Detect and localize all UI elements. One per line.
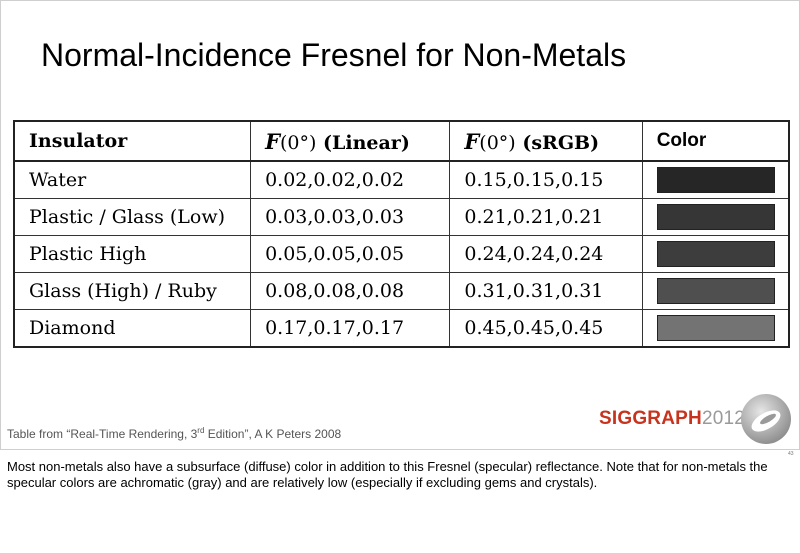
srgb-value-cell: 0.21,0.21,0.21: [449, 198, 643, 236]
color-cell: [641, 198, 790, 236]
header-color: Color: [641, 120, 790, 162]
table-row: Glass (High) / Ruby 0.08,0.08,0.08 0.31,0.…: [13, 272, 790, 310]
caption-text: Table from “Real-Time Rendering, 3: [7, 427, 198, 441]
color-cell: [641, 160, 790, 199]
color-cell: [641, 309, 790, 348]
logo-name: SIGGRAPH: [599, 408, 702, 429]
srgb-label: (sRGB): [522, 131, 600, 154]
page-number: 43: [788, 451, 794, 457]
linear-value-cell: 0.08,0.08,0.08: [250, 272, 451, 310]
color-swatch: [656, 315, 775, 341]
siggraph-logo-icon: [741, 394, 791, 444]
table-row: Diamond 0.17,0.17,0.17 0.45,0.45,0.45: [13, 309, 790, 348]
slide-title: Normal-Incidence Fresnel for Non-Metals: [41, 37, 627, 73]
slide: Normal-Incidence Fresnel for Non-Metals …: [0, 0, 800, 450]
insulator-cell: Glass (High) / Ruby: [13, 272, 252, 310]
srgb-value-cell: 0.15,0.15,0.15: [449, 160, 643, 199]
header-linear: F(0°) (Linear): [250, 120, 451, 162]
color-swatch: [656, 241, 775, 267]
srgb-value-cell: 0.31,0.31,0.31: [449, 272, 643, 310]
color-cell: [641, 272, 790, 310]
source-caption: Table from “Real-Time Rendering, 3rd Edi…: [7, 426, 341, 441]
insulator-cell: Diamond: [13, 309, 252, 348]
siggraph-logo: SIGGRAPH2012: [599, 392, 794, 448]
fresnel-table: Insulator F(0°) (Linear) F(0°) (sRGB) Co…: [13, 120, 790, 348]
linear-value-cell: 0.05,0.05,0.05: [250, 235, 451, 273]
linear-value-cell: 0.03,0.03,0.03: [250, 198, 451, 236]
linear-value-cell: 0.17,0.17,0.17: [250, 309, 451, 348]
angle-arg: (0°): [479, 131, 516, 154]
linear-value-cell: 0.02,0.02,0.02: [250, 160, 451, 199]
linear-label: (Linear): [323, 131, 410, 154]
caption-text-end: Edition”, A K Peters 2008: [204, 427, 342, 441]
angle-arg: (0°): [279, 131, 317, 154]
header-srgb: F(0°) (sRGB): [449, 120, 643, 162]
srgb-value-cell: 0.24,0.24,0.24: [449, 235, 643, 273]
table-row: Water 0.02,0.02,0.02 0.15,0.15,0.15: [13, 160, 790, 199]
fresnel-symbol: F: [265, 128, 280, 154]
insulator-cell: Water: [13, 160, 252, 199]
color-swatch: [656, 167, 775, 193]
caption-superscript: rd: [197, 426, 205, 435]
srgb-value-cell: 0.45,0.45,0.45: [449, 309, 643, 348]
insulator-cell: Plastic / Glass (Low): [13, 198, 252, 236]
color-swatch: [656, 278, 775, 304]
color-swatch: [656, 204, 775, 230]
table-row: Plastic High 0.05,0.05,0.05 0.24,0.24,0.24: [13, 235, 790, 273]
logo-wordmark: SIGGRAPH2012: [599, 408, 745, 430]
header-insulator: Insulator: [13, 120, 252, 162]
color-cell: [641, 235, 790, 273]
logo-year: 2012: [701, 408, 746, 429]
table-row: Plastic / Glass (Low) 0.03,0.03,0.03 0.21,…: [13, 198, 790, 236]
fresnel-symbol: F: [464, 128, 480, 154]
insulator-cell: Plastic High: [13, 235, 252, 273]
speaker-notes: Most non-metals also have a subsurface (…: [7, 459, 768, 490]
table-header-row: Insulator F(0°) (Linear) F(0°) (sRGB) Co…: [13, 120, 790, 162]
